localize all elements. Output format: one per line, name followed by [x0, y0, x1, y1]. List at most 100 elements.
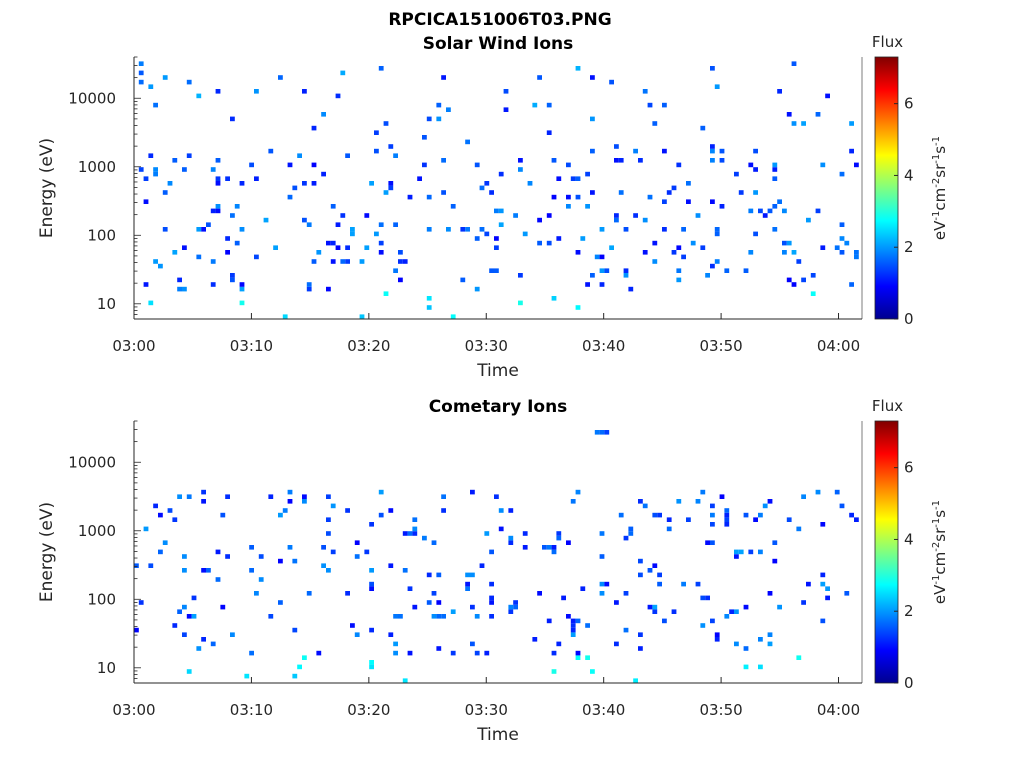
- spectrogram-cell: [498, 508, 504, 513]
- spectrogram-cell: [623, 227, 629, 232]
- spectrogram-cells: [134, 430, 859, 683]
- spectrogram-cell: [623, 627, 629, 633]
- spectrogram-cell: [354, 540, 360, 545]
- spectrogram-cell: [306, 222, 312, 227]
- spectrogram-cell: [642, 503, 648, 509]
- spectrogram-cell: [254, 254, 259, 260]
- spectrogram-cell: [628, 526, 634, 532]
- spectrogram-cell: [186, 494, 192, 499]
- spectrogram-cell: [186, 614, 192, 619]
- spectrogram-cell: [134, 627, 139, 633]
- spectrogram-cell: [513, 600, 518, 605]
- spectrogram-cell: [633, 213, 638, 218]
- spectrogram-cell: [575, 305, 581, 310]
- spectrogram-cell: [599, 254, 605, 260]
- spectrogram-cell: [633, 148, 638, 154]
- spectrogram-cell: [623, 591, 629, 596]
- spectrogram-cell: [153, 259, 158, 264]
- spectrogram-cell: [378, 489, 384, 495]
- spectrogram-cell: [230, 213, 235, 218]
- spectrogram-cell: [484, 650, 490, 656]
- spectrogram-cell: [186, 79, 192, 85]
- y-tick-label: 10000: [68, 453, 116, 471]
- spectrogram-cell: [158, 263, 163, 269]
- spectrogram-cell: [258, 554, 264, 559]
- spectrogram-cell: [786, 112, 792, 117]
- spectrogram-cell: [791, 121, 797, 126]
- spectrogram-cell: [230, 116, 235, 122]
- spectrogram-cell: [345, 245, 350, 250]
- spectrogram-cell: [465, 586, 470, 591]
- spectrogram-cell: [566, 204, 571, 209]
- spectrogram-cell: [330, 259, 336, 264]
- spectrogram-cell: [138, 79, 144, 85]
- spectrogram-cell: [854, 254, 859, 260]
- spectrogram-cell: [762, 503, 768, 509]
- spectrogram-cell: [782, 240, 787, 246]
- spectrogram-cell: [201, 499, 206, 504]
- spectrogram-cell: [590, 190, 595, 195]
- spectrogram-cell: [599, 430, 605, 435]
- colorbar-label-part: cm: [931, 552, 949, 575]
- spectrogram-cell: [662, 618, 667, 624]
- spectrogram-cell: [254, 89, 259, 94]
- y-tick-label: 10000: [68, 89, 116, 107]
- spectrogram-cell: [350, 623, 355, 628]
- spectrogram-cell: [297, 153, 302, 158]
- spectrogram-cell: [743, 268, 749, 273]
- figure-title: RPCICA151006T03.PNG: [388, 10, 611, 30]
- spectrogram-cell: [278, 512, 283, 518]
- spectrogram-cell: [614, 158, 619, 163]
- spectrogram-cell: [474, 650, 480, 656]
- spectrogram-cell: [546, 545, 552, 550]
- spectrogram-cell: [575, 66, 581, 71]
- spectrogram-cell: [345, 591, 350, 596]
- spectrogram-cell: [575, 194, 581, 200]
- spectrogram-cell: [196, 646, 202, 651]
- spectrogram-cell: [772, 204, 778, 209]
- spectrogram-cell: [287, 499, 293, 504]
- spectrogram-cell: [330, 240, 336, 246]
- spectrogram-cell: [215, 577, 221, 582]
- spectrogram-cell: [278, 75, 283, 80]
- spectrogram-cell: [148, 84, 154, 89]
- spectrogram-cell: [734, 554, 739, 559]
- spectrogram-cell: [700, 489, 706, 495]
- spectrogram-cell: [138, 167, 144, 172]
- spectrogram-cell: [772, 167, 778, 172]
- spectrogram-cell: [705, 273, 710, 278]
- spectrogram-cell: [537, 591, 542, 596]
- colorbar-label-part: -2: [931, 542, 942, 552]
- spectrogram-cell: [369, 664, 374, 670]
- spectrogram-cell: [710, 512, 715, 518]
- spectrogram-cell: [671, 609, 677, 614]
- spectrogram-cell: [585, 171, 590, 177]
- spectrogram-cell: [614, 641, 619, 647]
- spectrogram-cell: [522, 545, 528, 550]
- spectrogram-cell: [326, 517, 331, 522]
- spectrogram-cell: [162, 227, 168, 232]
- spectrogram-cell: [551, 158, 557, 163]
- spectrogram-cell: [426, 194, 432, 200]
- spectrogram-cell: [254, 176, 259, 181]
- spectrogram-cell: [388, 185, 394, 191]
- panel-1: Solar Wind Ions 03:00 03:10 03:20 03:30 03:40…: [37, 33, 949, 381]
- spectrogram-cell: [345, 153, 350, 158]
- spectrogram-cell: [201, 227, 206, 232]
- spectrogram-cells: [138, 61, 859, 319]
- spectrogram-cell: [143, 526, 149, 532]
- spectrogram-cell: [431, 540, 437, 545]
- spectrogram-cell: [426, 116, 432, 122]
- spectrogram-cell: [498, 171, 504, 177]
- spectrogram-cell: [758, 208, 763, 214]
- spectrogram-cell: [431, 591, 437, 596]
- spectrogram-cell: [666, 526, 672, 532]
- spectrogram-cell: [820, 522, 826, 527]
- spectrogram-cell: [393, 650, 398, 656]
- spectrogram-cell: [700, 245, 706, 250]
- spectrogram-cell: [700, 125, 706, 131]
- spectrogram-cell: [801, 277, 806, 283]
- spectrogram-cell: [810, 273, 816, 278]
- spectrogram-cell: [167, 508, 173, 513]
- spectrogram-cell: [172, 517, 178, 522]
